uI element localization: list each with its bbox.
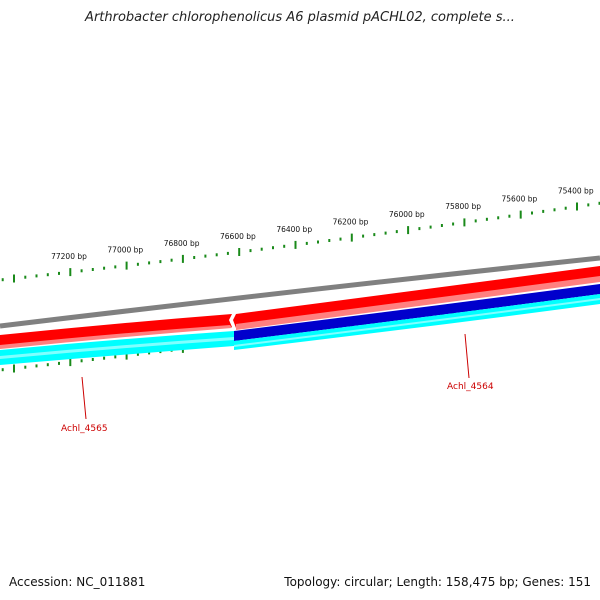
bp-label: 75800 bp <box>445 202 481 211</box>
cds-feature-left-shade <box>0 337 234 359</box>
bp-label: 76200 bp <box>333 217 369 226</box>
gene-label-achl-4565: Achl_4565 <box>61 424 108 434</box>
gene-callout-line-4564 <box>464 333 470 379</box>
bp-label: 76800 bp <box>164 239 200 248</box>
bp-label: 76400 bp <box>276 225 312 234</box>
gene-label-achl-4564: Achl_4564 <box>447 382 494 392</box>
accession-text: Accession: NC_011881 <box>9 575 146 589</box>
bp-label: 75600 bp <box>502 194 538 203</box>
forward-feature-right-shade <box>236 276 600 330</box>
bp-label-group: 77200 bp 77000 bp 76800 bp 76600 bp 76400 bp… <box>51 186 594 261</box>
gene-callout-line-4565 <box>81 376 87 420</box>
cds-feature-right-shade <box>234 298 600 347</box>
topology-summary: Topology: circular; Length: 158,475 bp; … <box>284 575 591 589</box>
bp-label: 76600 bp <box>220 232 256 241</box>
bp-label: 76000 bp <box>389 210 425 219</box>
outer-tick-ruler <box>1 201 600 283</box>
bp-label: 75400 bp <box>558 186 594 195</box>
bp-label: 77000 bp <box>107 246 143 255</box>
reverse-feature <box>234 284 600 341</box>
backbone-track <box>0 255 600 329</box>
bp-label: 77200 bp <box>51 252 87 261</box>
map-title: Arthrobacter chlorophenolicus A6 plasmid… <box>85 10 515 25</box>
forward-feature-left-shade <box>0 325 232 349</box>
